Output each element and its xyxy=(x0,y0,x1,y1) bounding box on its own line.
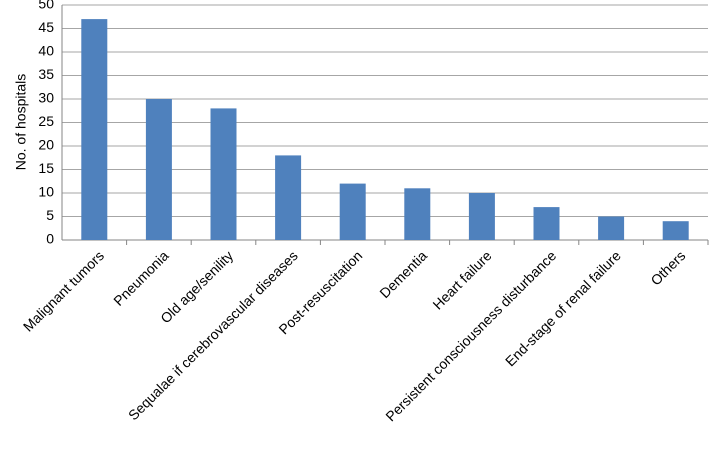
bar xyxy=(339,183,366,240)
x-tick-label: Heart failure xyxy=(429,247,494,312)
y-tick-label: 40 xyxy=(38,43,54,59)
bar xyxy=(210,108,237,241)
bar xyxy=(145,99,172,240)
y-tick-label: 0 xyxy=(46,231,54,247)
bar xyxy=(662,221,689,240)
y-tick-label: 20 xyxy=(38,137,54,153)
y-tick-label: 30 xyxy=(38,90,54,106)
y-tick-label: 5 xyxy=(46,207,54,223)
bar xyxy=(275,155,302,240)
y-tick-label: 50 xyxy=(38,0,54,12)
y-tick-label: 35 xyxy=(38,66,54,82)
bar xyxy=(404,188,431,240)
x-tick-label: End-stage of renal failure xyxy=(502,247,624,369)
bar xyxy=(468,193,495,240)
x-tick-label: Others xyxy=(647,247,688,288)
y-tick-label: 10 xyxy=(38,184,54,200)
bar xyxy=(533,207,560,240)
y-axis-label: No. of hospitals xyxy=(13,74,29,171)
y-tick-label: 15 xyxy=(38,160,54,176)
x-tick-label: Malignant tumors xyxy=(20,247,107,334)
x-tick-label: Pneumonia xyxy=(110,247,172,309)
y-tick-label: 45 xyxy=(38,19,54,35)
y-tick-label: 25 xyxy=(38,113,54,129)
bar xyxy=(598,216,625,240)
bar xyxy=(81,19,108,240)
x-tick-label: Dementia xyxy=(376,247,430,301)
